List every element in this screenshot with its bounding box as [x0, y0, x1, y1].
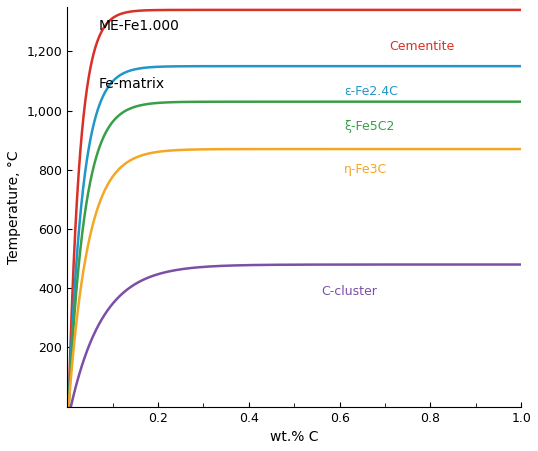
- Text: ξ-Fe5C2: ξ-Fe5C2: [344, 120, 394, 133]
- X-axis label: wt.% C: wt.% C: [270, 430, 318, 444]
- Text: Fe-matrix: Fe-matrix: [99, 77, 165, 91]
- Text: η-Fe3C: η-Fe3C: [344, 163, 387, 176]
- Text: ε-Fe2.4C: ε-Fe2.4C: [344, 85, 398, 98]
- Y-axis label: Temperature, °C: Temperature, °C: [7, 150, 21, 263]
- Text: ME-Fe1.000: ME-Fe1.000: [99, 19, 180, 33]
- Text: Cementite: Cementite: [390, 41, 455, 53]
- Text: C-cluster: C-cluster: [321, 285, 377, 298]
